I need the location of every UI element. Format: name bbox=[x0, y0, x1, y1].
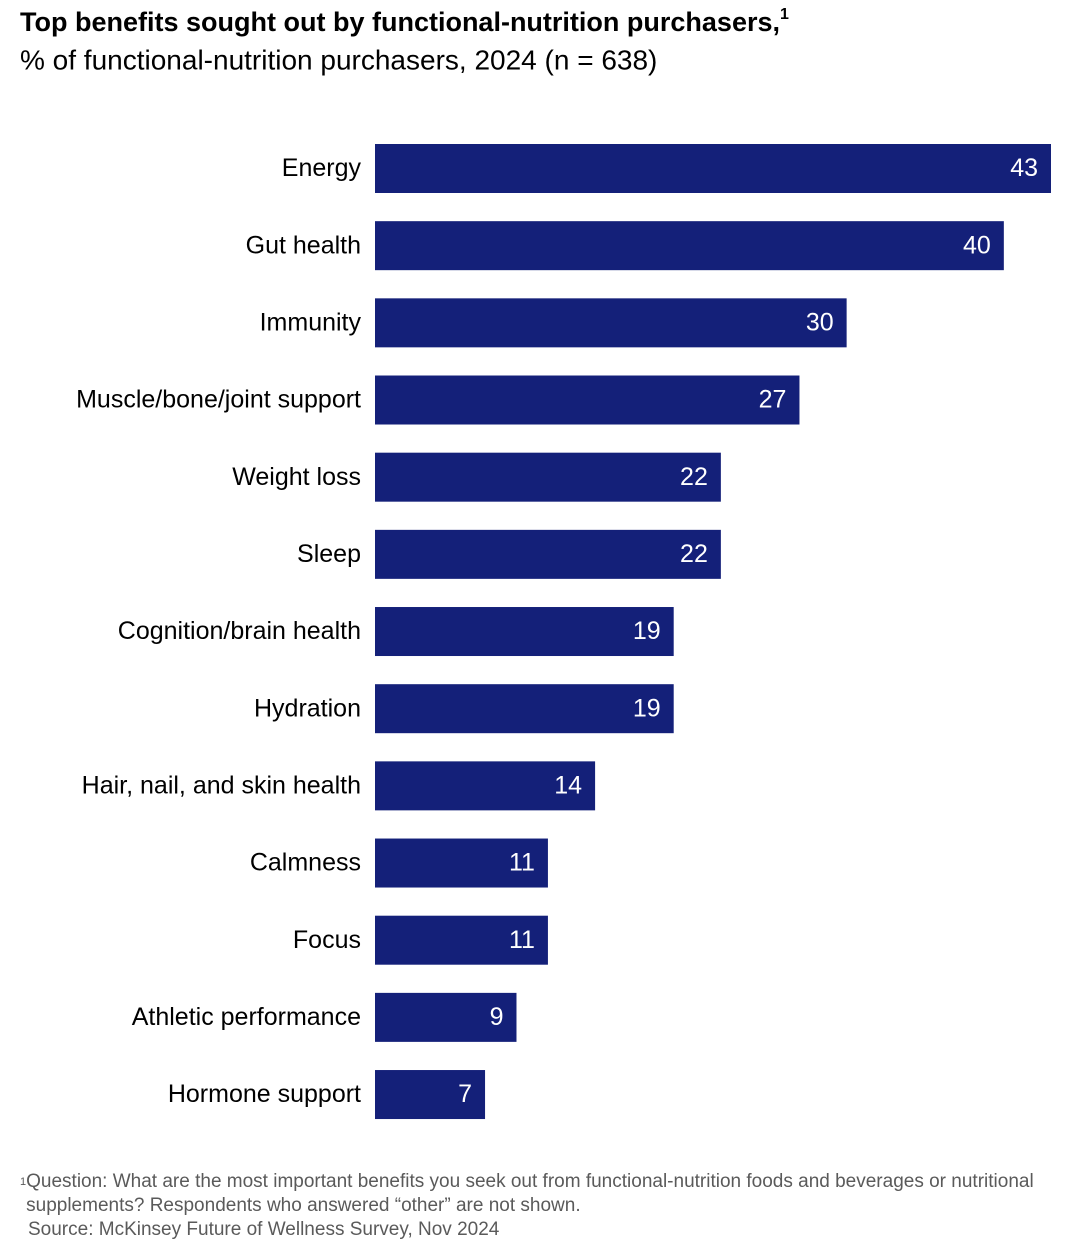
footnote: 1 Question: What are the most important b… bbox=[20, 1170, 1065, 1218]
category-label: Focus bbox=[293, 926, 361, 954]
category-label: Sleep bbox=[297, 540, 361, 568]
value-label: 9 bbox=[490, 1003, 504, 1031]
notes: 1 Question: What are the most important b… bbox=[20, 1170, 1065, 1242]
category-label: Hair, nail, and skin health bbox=[82, 771, 361, 799]
value-label: 30 bbox=[806, 308, 834, 336]
bar bbox=[375, 761, 596, 811]
source: Source: McKinsey Future of Wellness Surv… bbox=[28, 1219, 500, 1240]
bar bbox=[375, 529, 721, 579]
value-label: 11 bbox=[509, 849, 535, 877]
title-note: 1 bbox=[780, 6, 789, 23]
category-label: Hydration bbox=[254, 694, 361, 722]
value-label: 19 bbox=[633, 694, 661, 722]
category-label: Athletic performance bbox=[132, 1003, 361, 1031]
value-label: 40 bbox=[963, 231, 991, 259]
value-label: 22 bbox=[680, 463, 708, 491]
bar bbox=[375, 452, 721, 502]
bar bbox=[375, 915, 548, 965]
category-label: Weight loss bbox=[232, 463, 361, 491]
title-text: Top benefits sought out by functional-nu… bbox=[20, 7, 780, 37]
chart: Top benefits sought out by functional-nu… bbox=[20, 6, 1051, 1120]
category-label: Cognition/brain health bbox=[118, 617, 361, 645]
category-label: Energy bbox=[282, 154, 362, 182]
value-label: 27 bbox=[759, 386, 787, 414]
bar bbox=[375, 298, 847, 348]
bar bbox=[375, 144, 1051, 193]
category-label: Calmness bbox=[250, 849, 361, 877]
category-label: Immunity bbox=[260, 308, 362, 336]
bar bbox=[375, 838, 548, 888]
value-label: 43 bbox=[1010, 154, 1038, 182]
bar bbox=[375, 684, 674, 734]
bar bbox=[375, 375, 800, 425]
value-label: 11 bbox=[509, 926, 535, 954]
bar bbox=[375, 1070, 486, 1120]
category-label: Hormone support bbox=[168, 1080, 361, 1108]
footnote-text: Question: What are the most important be… bbox=[26, 1171, 1034, 1216]
value-label: 7 bbox=[458, 1080, 472, 1108]
category-label: Muscle/bone/joint support bbox=[76, 386, 361, 414]
value-label: 14 bbox=[554, 771, 582, 799]
chart-title: Top benefits sought out by functional-nu… bbox=[20, 6, 789, 37]
value-label: 22 bbox=[680, 540, 708, 568]
category-label: Gut health bbox=[246, 231, 361, 259]
bar bbox=[375, 992, 517, 1042]
value-label: 19 bbox=[633, 617, 661, 645]
bar bbox=[375, 607, 674, 657]
chart-subtitle: % of functional-nutrition purchasers, 20… bbox=[20, 44, 657, 75]
footnote-marker: 1 bbox=[20, 1176, 27, 1188]
bar bbox=[375, 221, 1004, 271]
